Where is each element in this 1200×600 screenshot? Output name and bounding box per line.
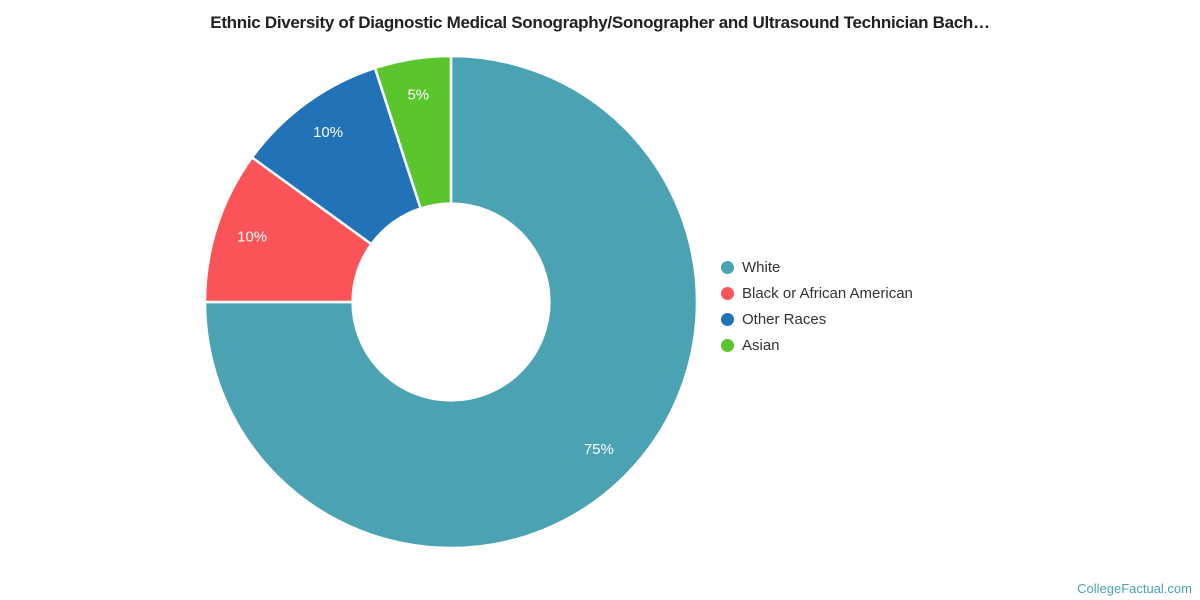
legend-label: Asian	[742, 336, 780, 354]
legend-marker-icon	[721, 260, 734, 274]
legend-marker-icon	[721, 338, 734, 352]
pie-slice-asian[interactable]	[373, 54, 453, 210]
legend-item-other-races[interactable]: Other Races	[721, 306, 913, 332]
legend-item-black-or-african-american[interactable]: Black or African American	[721, 280, 913, 306]
watermark-link[interactable]: CollegeFactual.com	[1077, 581, 1192, 596]
legend: White Black or African American Other Race…	[721, 254, 913, 358]
legend-item-white[interactable]: White	[721, 254, 913, 280]
legend-marker-icon	[721, 286, 734, 300]
legend-marker-icon	[721, 312, 734, 326]
chart-title: Ethnic Diversity of Diagnostic Medical S…	[210, 13, 990, 32]
legend-label: Other Races	[742, 310, 827, 328]
legend-item-asian[interactable]: Asian	[721, 332, 913, 358]
pie-slice-white[interactable]	[203, 54, 699, 550]
legend-label: White	[742, 258, 781, 276]
legend-label: Black or African American	[742, 284, 913, 302]
